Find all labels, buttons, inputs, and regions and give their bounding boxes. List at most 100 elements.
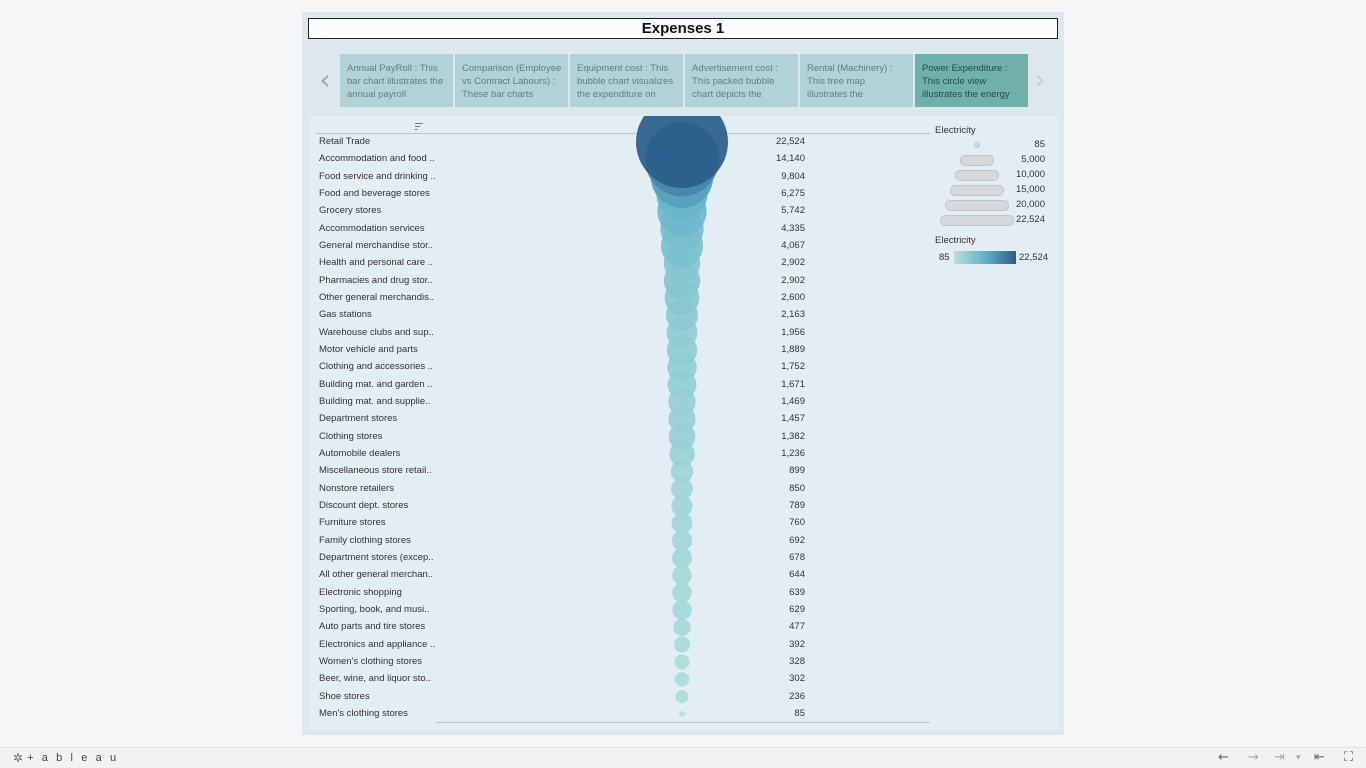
row-value: 392 [789, 638, 805, 650]
row-label[interactable]: Food and beverage stores [319, 188, 430, 199]
row-label[interactable]: All other general merchan.. [319, 569, 434, 581]
story-point-6[interactable]: Power Expenditure : This circle view ill… [915, 54, 1028, 107]
bottom-axis-line [436, 722, 930, 723]
redo-icon[interactable]: → [1248, 750, 1259, 765]
row-label[interactable]: Nonstore retailers [319, 482, 394, 494]
story-navigator: ‹ Annual PayRoll : This bar chart illust… [302, 54, 1064, 108]
story-point-4[interactable]: Advertisement cost : This packed bubble … [685, 54, 798, 107]
dropdown-icon[interactable]: ▾ [1296, 753, 1301, 763]
bubble-mark[interactable] [672, 582, 692, 603]
story-point-1[interactable]: Annual PayRoll : This bar chart illustra… [340, 54, 453, 107]
bubble-mark[interactable] [672, 600, 692, 620]
sort-icon[interactable] [414, 122, 424, 131]
row-value: 760 [789, 517, 805, 529]
row-value: 236 [789, 690, 805, 702]
row-label[interactable]: Warehouse clubs and sup.. [319, 326, 434, 338]
row-value: 899 [789, 465, 805, 477]
bubble-mark[interactable] [671, 495, 693, 517]
size-legend-label: 15,000 [1015, 184, 1045, 195]
row-label[interactable]: Miscellaneous store retail.. [319, 465, 432, 477]
row-label[interactable]: Grocery stores [319, 205, 382, 217]
tableau-logo-text: + a b l e a u [27, 752, 119, 764]
row-label[interactable]: Motor vehicle and parts [319, 344, 418, 355]
bubble-mark[interactable] [671, 530, 693, 551]
row-label[interactable]: Auto parts and tire stores [319, 621, 426, 633]
bubble-mark[interactable] [671, 477, 693, 500]
row-label[interactable]: Other general merchandis.. [319, 292, 435, 303]
plot-area: Retail Trade Accommodation and food .. Foo… [310, 116, 932, 730]
row-label[interactable]: Beer, wine, and liquor sto.. [319, 673, 431, 685]
row-label[interactable]: Women's clothing stores [319, 656, 423, 667]
bubble-mark[interactable] [671, 512, 693, 534]
bubble-mark[interactable] [674, 654, 690, 670]
row-label[interactable]: Accommodation and food .. [319, 153, 435, 165]
row-value: 789 [789, 500, 805, 511]
bubble-mark[interactable] [672, 565, 692, 586]
row-value: 639 [789, 586, 805, 598]
bubble-mark[interactable] [674, 672, 690, 687]
row-label[interactable]: Furniture stores [319, 517, 386, 529]
size-legend-item: 5,000 [934, 153, 1054, 168]
row-label[interactable]: Men's clothing stores [319, 708, 408, 719]
chevron-right-icon[interactable]: › [1034, 63, 1046, 96]
size-legend-mark [955, 170, 999, 181]
size-legend-mark [974, 142, 980, 148]
row-value: 14,140 [775, 153, 805, 165]
row-label[interactable]: Building mat. and garden .. [319, 378, 433, 390]
row-label[interactable]: Gas stations [319, 309, 372, 321]
row-label[interactable]: Electronic shopping [319, 586, 402, 598]
row-label[interactable]: Discount dept. stores [319, 500, 409, 511]
size-legend-item: 15,000 [934, 183, 1054, 198]
row-label[interactable]: General merchandise stor.. [319, 240, 434, 251]
bubble-mark[interactable] [672, 548, 692, 568]
row-label[interactable]: Pharmacies and drug stor.. [319, 274, 433, 286]
undo-icon[interactable]: ← [1218, 750, 1229, 765]
bubble-mark[interactable] [636, 116, 728, 188]
row-value: 6,275 [781, 188, 805, 199]
row-label[interactable]: Department stores [319, 413, 398, 425]
revert-icon[interactable]: ⇥ [1274, 750, 1285, 765]
row-label[interactable]: Health and personal care .. [319, 257, 434, 269]
row-value: 1,236 [781, 448, 805, 459]
tableau-logo[interactable]: ✲ + a b l e a u [13, 751, 119, 765]
bubble-mark[interactable] [679, 711, 685, 717]
row-label[interactable]: Sporting, book, and musi.. [319, 604, 430, 615]
size-legend-mark [940, 215, 1014, 226]
row-label[interactable]: Building mat. and supplie.. [319, 396, 431, 407]
row-value: 1,671 [781, 378, 805, 390]
story-point-2[interactable]: Comparison (Employee vs Contract Labours… [455, 54, 568, 107]
row-label[interactable]: Shoe stores [319, 690, 370, 702]
size-legend-label: 20,000 [1015, 199, 1045, 210]
bubble-mark[interactable] [663, 262, 701, 299]
dashboard: Expenses 1 ‹ Annual PayRoll : This bar c… [302, 12, 1064, 735]
bubble-mark[interactable] [670, 460, 694, 483]
row-label[interactable]: Food service and drinking .. [319, 170, 436, 182]
row-label[interactable]: Clothing stores [319, 430, 383, 442]
row-value: 9,804 [781, 170, 805, 182]
color-legend-title: Electricity [935, 235, 976, 246]
tableau-toolbar: ✲ + a b l e a u ← → ⇥ ▾ ⇤ ⛶ [0, 747, 1366, 768]
size-legend-label: 5,000 [1021, 154, 1045, 165]
row-label[interactable]: Accommodation services [319, 222, 425, 234]
first-icon[interactable]: ⇤ [1314, 750, 1325, 765]
size-legend-title: Electricity [935, 125, 976, 136]
row-label[interactable]: Department stores (excep.. [319, 552, 434, 563]
bubble-mark[interactable] [675, 690, 689, 704]
row-label[interactable]: Automobile dealers [319, 448, 401, 459]
row-value: 477 [789, 621, 805, 633]
bubble-mark[interactable] [673, 636, 691, 653]
story-point-3[interactable]: Equipment cost : This bubble chart visua… [570, 54, 683, 107]
bubble-marks[interactable] [310, 116, 932, 730]
row-value: 4,067 [781, 240, 805, 251]
row-label[interactable]: Clothing and accessories .. [319, 361, 434, 373]
fullscreen-icon[interactable]: ⛶ [1344, 750, 1354, 765]
row-label[interactable]: Family clothing stores [319, 534, 411, 546]
story-point-5[interactable]: Rental (Machinery) : This tree map illus… [800, 54, 913, 107]
row-label[interactable]: Retail Trade [319, 136, 371, 147]
row-value: 2,600 [781, 292, 805, 303]
size-legend-item: 85 [934, 138, 1054, 153]
bubble-mark[interactable] [673, 618, 691, 637]
size-legend-label: 22,524 [1015, 214, 1045, 225]
chevron-left-icon[interactable]: ‹ [319, 63, 331, 96]
row-label[interactable]: Electronics and appliance .. [319, 638, 436, 650]
